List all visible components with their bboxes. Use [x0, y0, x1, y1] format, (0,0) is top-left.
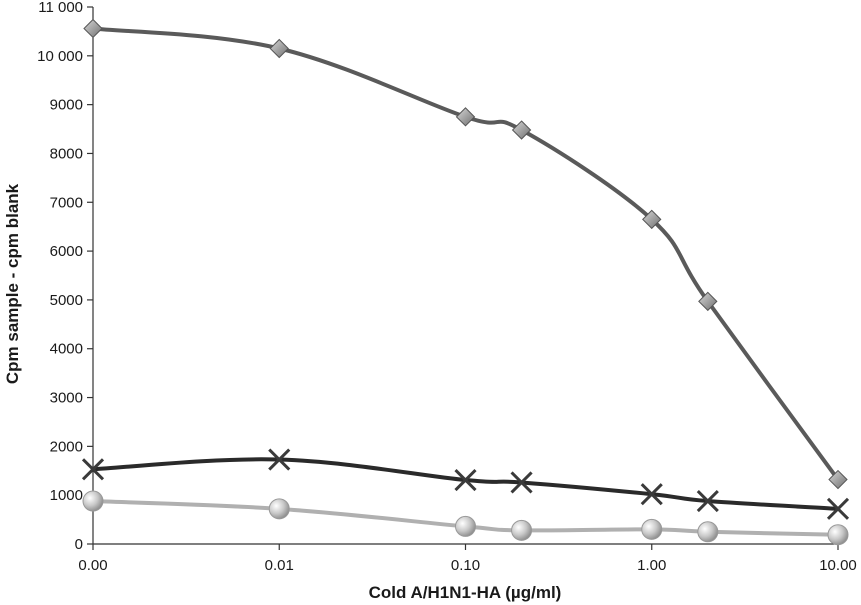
x-marker-stroke	[81, 458, 105, 481]
circle-marker	[82, 490, 104, 512]
x-marker-stroke	[640, 483, 663, 506]
circle-marker	[697, 521, 719, 543]
x-marker	[454, 468, 477, 492]
x-tick-label: 0.01	[265, 557, 294, 574]
x-marker-stroke	[826, 497, 850, 520]
circle-marker	[268, 498, 290, 520]
x-marker-stroke	[268, 448, 291, 471]
x-marker	[81, 458, 105, 481]
diamond-marker	[511, 120, 532, 140]
diamond-marker	[83, 18, 103, 39]
y-tick-label: 2000	[50, 438, 83, 455]
series-line	[91, 457, 840, 511]
y-tick-label: 6000	[50, 243, 83, 260]
diamond-marker	[455, 107, 476, 127]
x-tick-label: 1.00	[637, 557, 666, 574]
y-tick-label: 10 000	[37, 48, 83, 65]
y-tick-label: 8000	[50, 145, 83, 162]
x-marker-stroke	[510, 471, 533, 494]
diamond-marker	[642, 209, 662, 230]
series-circle	[82, 490, 849, 546]
y-tick-label: 7000	[50, 194, 83, 211]
x-marker	[696, 489, 719, 513]
series-x	[81, 448, 850, 520]
y-tick-label: 9000	[50, 97, 83, 114]
x-marker	[640, 483, 663, 506]
x-marker-stroke	[454, 468, 477, 492]
series-line	[91, 26, 840, 482]
circle-marker	[641, 518, 663, 540]
x-tick-label: 10.00	[819, 557, 857, 574]
axes: 0 1000 2000 3000 4000 5000 6000 7000 8000 9000 10 …	[37, 0, 857, 574]
x-tick-label: 0.00	[78, 557, 107, 574]
circle-marker	[827, 524, 849, 546]
y-tick-label: 1000	[50, 487, 83, 504]
diamond-marker	[269, 38, 289, 59]
y-tick-label: 11 000	[38, 0, 83, 16]
y-tick-label: 3000	[50, 390, 83, 407]
circle-marker	[455, 515, 476, 537]
series-diamond	[83, 18, 848, 490]
circle-marker	[511, 519, 533, 541]
x-tick-label: 0.10	[451, 557, 480, 574]
y-tick-label: 0	[75, 536, 83, 553]
x-axis-title: Cold A/H1N1-HA (µg/ml)	[369, 583, 562, 602]
y-tick-label: 4000	[50, 341, 83, 358]
y-axis-title: Cpm sample - cpm blank	[3, 183, 22, 384]
diamond-marker	[828, 469, 848, 490]
x-marker	[510, 471, 533, 494]
series-layer	[81, 18, 850, 546]
x-marker	[268, 448, 291, 471]
y-tick-label: 5000	[50, 292, 83, 309]
x-marker-stroke	[696, 489, 719, 513]
x-marker	[826, 497, 850, 520]
diamond-marker	[698, 291, 718, 312]
